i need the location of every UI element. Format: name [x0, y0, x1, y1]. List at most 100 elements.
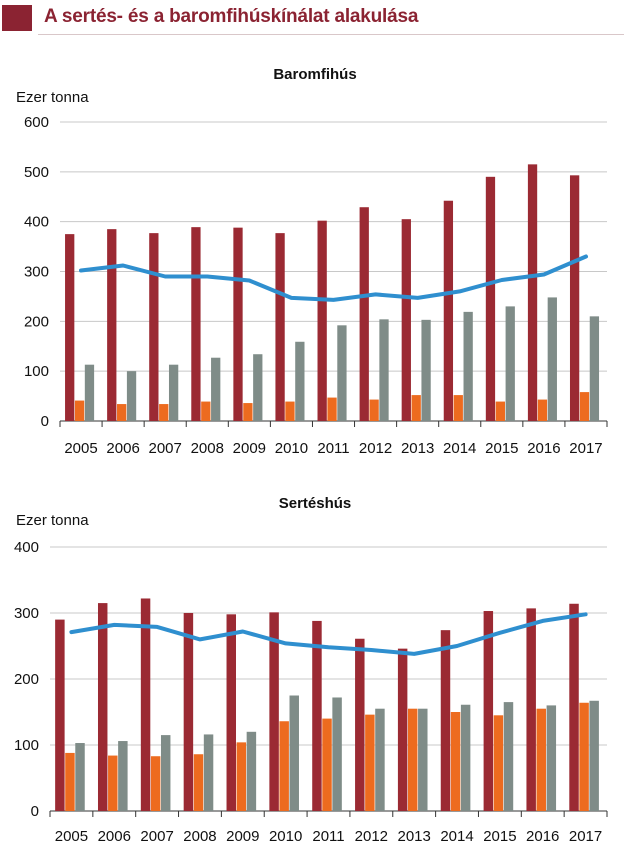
x-tick-label: 2015	[483, 828, 516, 845]
bar-series-2	[411, 395, 421, 421]
bar-series-3	[295, 341, 305, 421]
bar-series-3	[421, 319, 431, 421]
bar-series-3	[589, 316, 600, 421]
bar-series-3	[546, 705, 557, 811]
bar-series-2	[193, 754, 204, 811]
bar-series-1	[317, 220, 327, 421]
bar-series-2	[369, 399, 379, 421]
bar-series-1	[140, 598, 151, 811]
x-tick-label: 2007	[149, 440, 182, 457]
bar-series-2	[65, 752, 75, 811]
x-tick-label: 2015	[485, 440, 518, 457]
y-tick-label: 200	[14, 671, 39, 688]
bar-series-1	[107, 229, 117, 421]
bar-series-1	[312, 620, 322, 811]
bar-series-2	[579, 392, 590, 421]
bar-series-1	[275, 233, 285, 421]
bar-series-3	[203, 734, 214, 811]
bar-series-2	[150, 756, 161, 811]
bar-series-2	[453, 395, 463, 421]
bar-series-3	[246, 731, 257, 811]
x-tick-label: 2013	[398, 828, 431, 845]
x-tick-label: 2009	[226, 828, 259, 845]
bar-series-3	[84, 364, 95, 421]
x-tick-label: 2012	[359, 440, 392, 457]
bar-series-1	[226, 614, 236, 811]
bar-series-3	[168, 364, 179, 421]
x-tick-label: 2009	[233, 440, 266, 457]
bar-series-1	[485, 176, 496, 421]
chart-title: Sertéshús	[279, 495, 352, 512]
bar-series-2	[407, 708, 418, 811]
bar-series-3	[337, 325, 347, 421]
x-tick-label: 2013	[401, 440, 434, 457]
pork-chart: Sertéshús Ezer tonna 0 100 200 300 400 2005 20…	[14, 495, 608, 845]
x-tick-label: 2010	[275, 440, 308, 457]
bar-series-3	[253, 354, 263, 421]
bar-series-1	[233, 227, 243, 421]
bar-series-1	[149, 233, 159, 421]
bar-series-3	[289, 695, 299, 811]
bar-series-1	[397, 648, 408, 811]
x-tick-label: 2017	[569, 828, 602, 845]
x-tick-label: 2006	[98, 828, 131, 845]
y-tick-label: 200	[24, 313, 49, 330]
bar-series-2	[495, 401, 505, 421]
y-axis-label: Ezer tonna	[16, 89, 89, 106]
bar-series-1	[483, 611, 494, 811]
bar-series-1	[401, 219, 411, 421]
x-tick-label: 2005	[55, 828, 88, 845]
bar-series-2	[536, 708, 546, 811]
bar-series-1	[527, 164, 538, 421]
header-accent-box	[2, 5, 32, 31]
bar-series-1	[191, 227, 201, 421]
bar-series-1	[355, 638, 365, 811]
bar-series-3	[547, 297, 557, 421]
y-tick-label: 300	[14, 605, 39, 622]
x-tick-label: 2011	[317, 440, 349, 457]
bar-series-1	[269, 612, 279, 811]
bar-series-2	[285, 401, 295, 421]
x-tick-label: 2014	[443, 440, 476, 457]
x-tick-label: 2005	[64, 440, 97, 457]
bar-series-3	[375, 708, 385, 811]
y-tick-label: 400	[14, 539, 39, 556]
bar-series-3	[126, 371, 137, 421]
bar-series-3	[118, 741, 128, 811]
y-tick-label: 0	[31, 803, 39, 820]
bar-series-2	[279, 721, 289, 811]
header-divider	[38, 34, 624, 35]
bar-series-2	[243, 403, 253, 421]
bar-series-2	[493, 715, 504, 811]
bar-series-1	[526, 608, 536, 811]
bar-series-3	[332, 697, 342, 811]
x-tick-label: 2012	[355, 828, 388, 845]
bar-series-1	[440, 630, 451, 811]
bar-series-1	[569, 175, 580, 421]
x-tick-label: 2008	[191, 440, 224, 457]
line-series-4	[79, 254, 588, 302]
x-tick-label: 2011	[312, 828, 344, 845]
y-tick-label: 100	[14, 737, 39, 754]
bar-series-2	[201, 401, 211, 421]
page-title: A sertés- és a baromfihúskínálat alakulá…	[44, 6, 419, 27]
bar-series-2	[108, 755, 118, 811]
y-tick-label: 0	[41, 413, 49, 430]
bar-series-1	[443, 200, 454, 421]
bar-series-3	[211, 357, 221, 421]
bar-series-2	[327, 397, 337, 421]
bar-series-1	[55, 619, 65, 811]
x-tick-label: 2014	[440, 828, 473, 845]
bar-series-2	[159, 404, 169, 421]
bar-series-3	[505, 306, 515, 421]
y-tick-label: 500	[24, 164, 49, 181]
bar-series-2	[537, 399, 548, 421]
bar-series-3	[160, 735, 171, 811]
bar-series-3	[503, 702, 514, 811]
x-tick-label: 2016	[526, 828, 559, 845]
bar-series-2	[74, 400, 85, 421]
y-tick-label: 600	[24, 114, 49, 131]
x-tick-label: 2016	[527, 440, 560, 457]
x-tick-label: 2008	[183, 828, 216, 845]
y-tick-label: 400	[24, 214, 49, 231]
